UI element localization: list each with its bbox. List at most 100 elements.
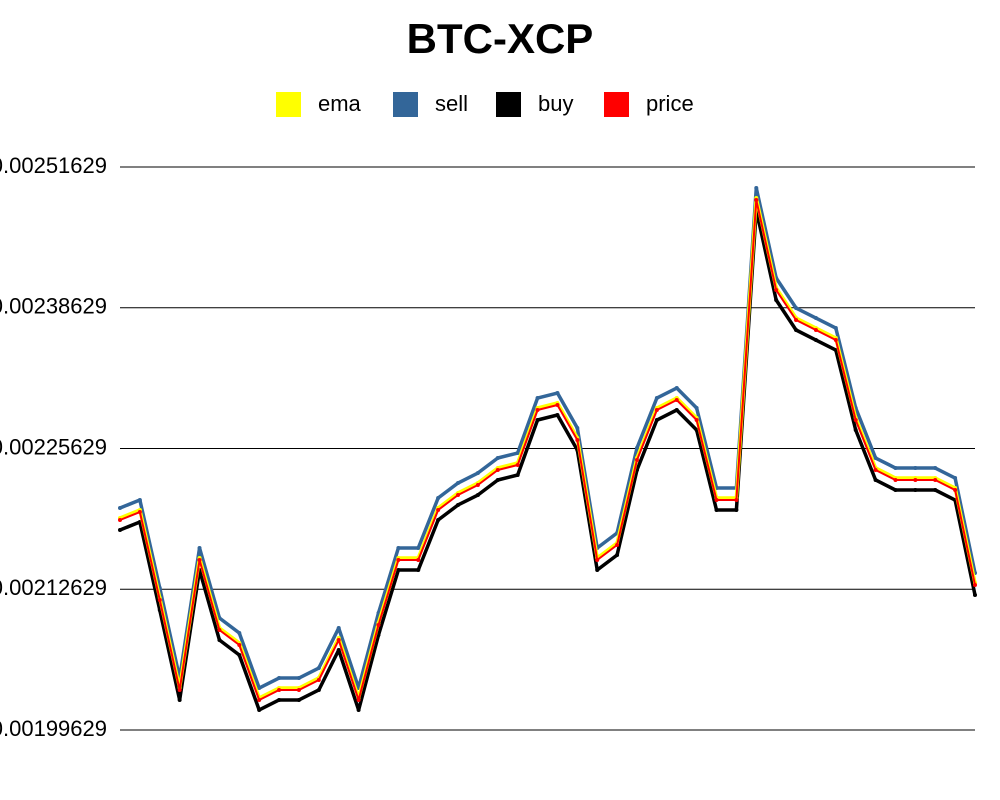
point (495, 477, 500, 482)
point (853, 427, 858, 432)
point (137, 510, 142, 515)
point (436, 508, 441, 513)
point (694, 406, 699, 411)
point (933, 487, 938, 492)
point (575, 426, 580, 431)
point (575, 438, 580, 443)
point (475, 483, 480, 488)
point (654, 408, 659, 413)
point (953, 476, 958, 481)
point (515, 451, 520, 456)
point (654, 396, 659, 401)
point (774, 288, 779, 293)
chart-title: BTC-XCP (407, 15, 594, 62)
point (515, 473, 520, 478)
legend-swatch (393, 92, 418, 117)
point (495, 468, 500, 473)
point (277, 688, 282, 693)
series-line (119, 199, 976, 701)
legend-swatch (496, 92, 521, 117)
point (316, 666, 321, 671)
point (356, 697, 361, 702)
point (495, 456, 500, 461)
point (555, 403, 560, 408)
point (396, 546, 401, 551)
point (217, 637, 222, 642)
point (853, 418, 858, 423)
point (555, 413, 560, 418)
series-line (119, 208, 977, 712)
legend-label: ema (318, 91, 362, 116)
point (416, 546, 421, 551)
point (813, 328, 818, 333)
point (794, 318, 799, 323)
point (873, 468, 878, 473)
point (555, 391, 560, 396)
point (833, 326, 838, 331)
point (873, 456, 878, 461)
point (794, 306, 799, 311)
point (356, 707, 361, 712)
point (396, 558, 401, 563)
point (933, 478, 938, 483)
point (714, 498, 719, 503)
y-tick-label: 0.00212629 (0, 575, 107, 600)
point (336, 626, 341, 631)
point (734, 507, 739, 512)
point (197, 558, 202, 563)
point (316, 687, 321, 692)
series-line (119, 196, 977, 700)
point (674, 407, 679, 412)
point (237, 631, 242, 636)
point (674, 398, 679, 403)
point (177, 697, 182, 702)
point (754, 198, 759, 203)
point (257, 707, 262, 712)
point (634, 446, 639, 451)
point (197, 546, 202, 551)
point (893, 487, 898, 492)
point (694, 418, 699, 423)
point (416, 558, 421, 563)
point (754, 186, 759, 191)
point (535, 396, 540, 401)
point (277, 676, 282, 681)
y-tick-label: 0.00199629 (0, 716, 107, 741)
point (118, 527, 122, 532)
point (177, 688, 182, 693)
point (913, 466, 918, 471)
point (217, 628, 222, 633)
point (913, 487, 918, 492)
point (953, 488, 958, 493)
point (456, 502, 461, 507)
legend-swatch (604, 92, 629, 117)
point (118, 518, 122, 523)
point (416, 567, 421, 572)
point (794, 327, 799, 332)
point (813, 316, 818, 321)
point (615, 552, 620, 557)
point (257, 686, 262, 691)
point (714, 507, 719, 512)
legend-label: sell (435, 91, 468, 116)
legend-label: buy (538, 91, 573, 116)
point (973, 592, 977, 597)
point (634, 458, 639, 463)
point (595, 558, 600, 563)
point (475, 471, 480, 476)
point (774, 298, 779, 303)
point (376, 623, 381, 628)
series-line (119, 186, 977, 690)
point (118, 506, 122, 511)
point (535, 408, 540, 413)
point (475, 493, 480, 498)
point (237, 652, 242, 657)
y-tick-label: 0.00251629 (0, 153, 107, 178)
point (396, 567, 401, 572)
point (973, 583, 977, 588)
point (316, 678, 321, 683)
point (615, 543, 620, 548)
point (893, 466, 898, 471)
point (933, 466, 938, 471)
